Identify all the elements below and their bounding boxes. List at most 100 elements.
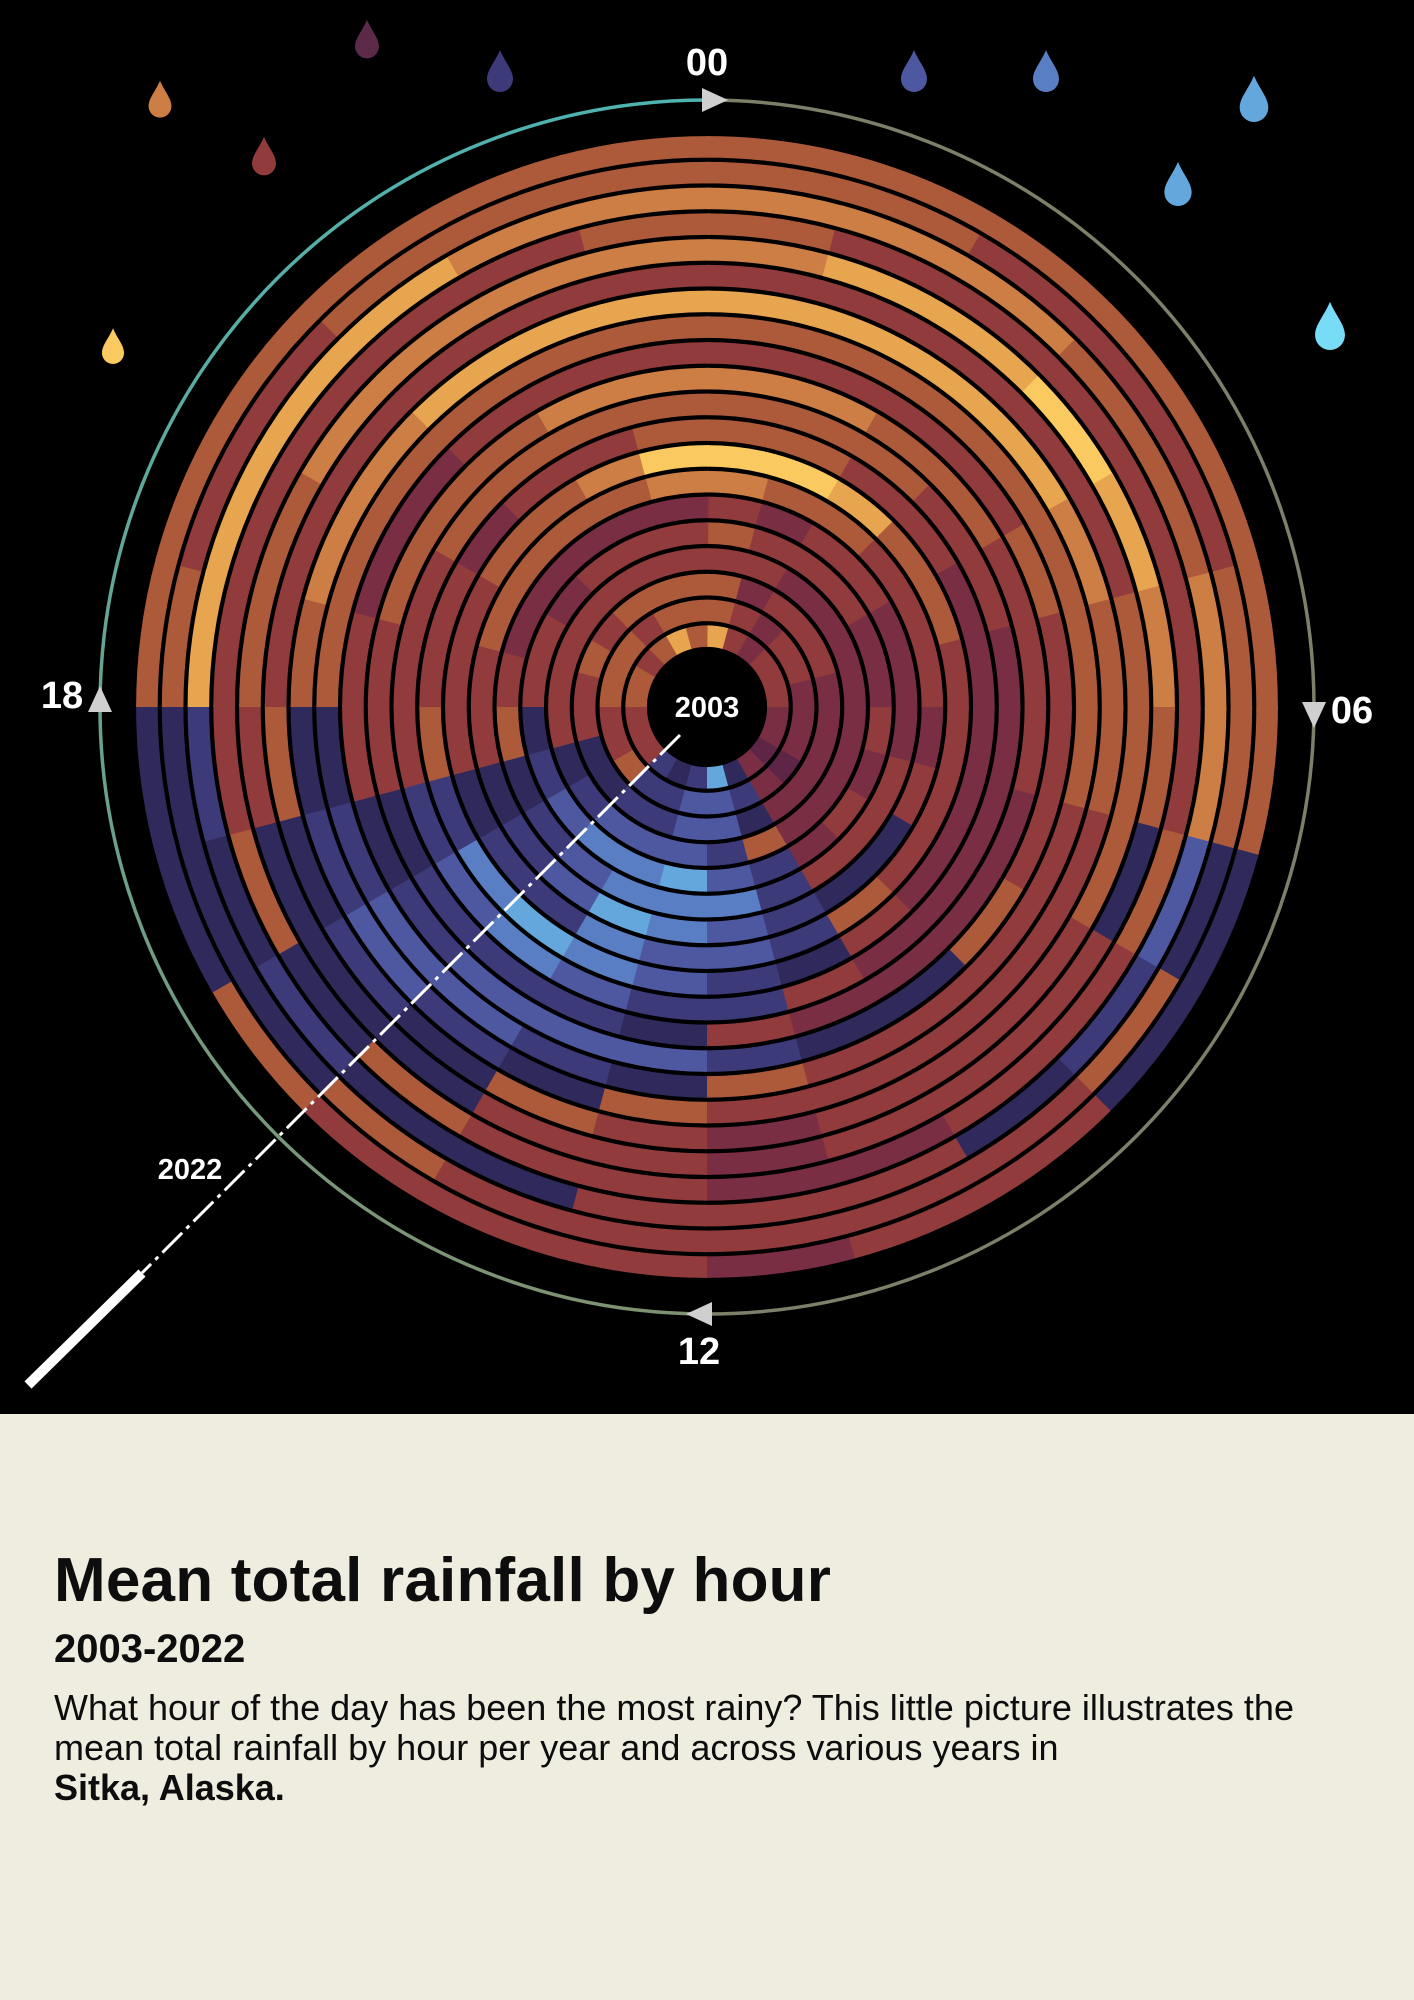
- rain-cell-2017-h12: [592, 1123, 707, 1138]
- rain-cell-2006-h21: [602, 578, 634, 602]
- rain-cell-2015-h17: [327, 704, 340, 805]
- rain-cell-2012-h23: [629, 404, 709, 414]
- rain-cell-2017-h11: [704, 1124, 819, 1139]
- rain-cell-2004-h8: [775, 755, 791, 775]
- rain-cell-2010-h23: [642, 456, 709, 465]
- rain-cell-2004-h23: [682, 610, 708, 613]
- rain-cell-2013-h12: [620, 1024, 707, 1036]
- rain-cell-2019-h18: [224, 579, 241, 707]
- rain-cell-2005-h18: [585, 675, 589, 708]
- rain-cell-2018-h5: [1149, 589, 1165, 711]
- rain-cell-2014-h23: [615, 353, 709, 365]
- rain-cell-2011-h23: [635, 430, 709, 439]
- rain-cell-2019-h17: [224, 704, 240, 832]
- rain-cell-2006-h12: [668, 850, 707, 855]
- rain-cell-2008-h11: [706, 900, 759, 907]
- rain-cell-2006-h11: [706, 850, 745, 855]
- raindrop-5: [901, 50, 927, 92]
- raindrop-9: [1315, 302, 1345, 350]
- rain-cell-2006-h1: [745, 564, 782, 579]
- rain-cell-2005-h21: [620, 601, 646, 621]
- rain-cell-2003-h15: [645, 742, 657, 757]
- rain-cell-2004-h13: [658, 790, 682, 800]
- rain-cell-2011-h17: [430, 705, 439, 779]
- rain-cell-2015-h18: [327, 606, 341, 707]
- chart-panel: 00 06 12 18 2003 2022: [0, 0, 1414, 1414]
- rain-cell-2016-h5: [1099, 602, 1113, 710]
- rain-cell-2018-h18: [250, 586, 266, 707]
- rain-cell-2004-h7: [790, 732, 800, 756]
- rain-cell-2008-h13: [606, 879, 655, 900]
- rain-cell-2006-h10: [744, 835, 781, 850]
- rain-cell-2004-h1: [732, 614, 756, 624]
- marker-12: [686, 1302, 712, 1326]
- rain-cell-2007-h11: [706, 875, 752, 881]
- rain-cell-2010-h12: [640, 949, 707, 958]
- rain-cell-2011-h12: [633, 974, 707, 984]
- rain-cell-2020-h5: [1198, 575, 1215, 710]
- rain-cell-2019-h11: [704, 1173, 832, 1189]
- outer-year-label: 2022: [158, 1154, 223, 1186]
- rain-cell-2006-h2: [781, 579, 812, 603]
- rain-cell-2005-h13: [645, 813, 675, 826]
- hour-label-12: 12: [678, 1331, 720, 1373]
- rain-cell-2005-h0: [707, 585, 740, 589]
- rain-cell-2004-h19: [614, 658, 624, 682]
- rain-cell-2003-h1: [725, 639, 743, 646]
- caption-panel: Mean total rainfall by hour 2003-2022 Wh…: [0, 1414, 1414, 2000]
- rain-cell-2019-h0: [707, 224, 835, 241]
- rain-cell-2003-h19: [639, 671, 646, 689]
- rain-cell-2007-h12: [661, 875, 707, 881]
- rain-cell-2012-h11: [705, 999, 785, 1009]
- rain-cell-2009-h18: [482, 647, 490, 707]
- raindrop-6: [1033, 50, 1059, 92]
- rain-cell-2004-h22: [659, 614, 683, 624]
- rain-cell-2019-h6: [1173, 707, 1190, 835]
- rain-cell-2016-h23: [602, 301, 710, 315]
- marker-00: [702, 88, 728, 112]
- rain-cell-2018-h12: [586, 1148, 707, 1164]
- rain-cell-2008-h4: [880, 607, 900, 656]
- raindrop-10: [102, 328, 124, 364]
- rain-cell-2011-h11: [705, 974, 779, 983]
- rain-cell-2007-h22: [620, 539, 663, 557]
- rain-cell-2004-h2: [755, 623, 775, 639]
- rain-cell-2005-h15: [601, 767, 621, 793]
- rain-cell-2005-h11: [706, 825, 739, 829]
- rain-cell-2006-h22: [633, 564, 670, 579]
- rain-cell-2017-h6: [1123, 707, 1138, 822]
- rain-cell-2006-h15: [578, 780, 602, 812]
- rain-cell-2006-h8: [811, 781, 835, 812]
- rain-cell-2008-h23: [655, 507, 708, 514]
- description-text: What hour of the day has been the most r…: [54, 1687, 1294, 1768]
- rain-cell-2007-h16: [539, 751, 557, 794]
- rain-cell-2016-h18: [301, 599, 316, 707]
- rain-cell-2007-h1: [752, 539, 795, 557]
- raindrop-8: [1164, 162, 1191, 206]
- rain-cell-2013-h11: [705, 1024, 792, 1035]
- rain-cell-2007-h23: [662, 533, 708, 539]
- rain-cell-2007-h0: [707, 533, 753, 539]
- rain-cell-2004-h5: [800, 682, 803, 708]
- rain-cell-2007-h7: [857, 752, 875, 795]
- rain-cell-2003-h12: [688, 775, 707, 778]
- rain-cell-2007-h5: [875, 662, 881, 708]
- rain-cell-2011-h0: [707, 430, 781, 440]
- rain-cell-2003-h7: [768, 725, 775, 743]
- hour-label-00: 00: [686, 42, 728, 84]
- rain-cell-2005-h6: [825, 707, 829, 740]
- rain-cell-2004-h20: [623, 638, 639, 658]
- rain-cell-2018-h17: [250, 704, 266, 826]
- rain-cell-2008-h18: [507, 654, 514, 707]
- rain-cell-2005-h12: [675, 825, 708, 829]
- rain-cell-2016-h17: [301, 704, 315, 812]
- rain-cell-2007-h19: [539, 619, 557, 662]
- rain-cell-2011-h18: [430, 633, 440, 707]
- rain-cell-2010-h11: [705, 950, 772, 959]
- rain-cell-2013-h18: [379, 620, 391, 707]
- rain-cell-2003-h13: [671, 768, 689, 775]
- rain-cell-2012-h0: [707, 404, 787, 415]
- rain-cell-2014-h12: [613, 1048, 707, 1061]
- rain-cell-2005-h17: [585, 706, 589, 739]
- chart-description: What hour of the day has been the most r…: [54, 1688, 1374, 1808]
